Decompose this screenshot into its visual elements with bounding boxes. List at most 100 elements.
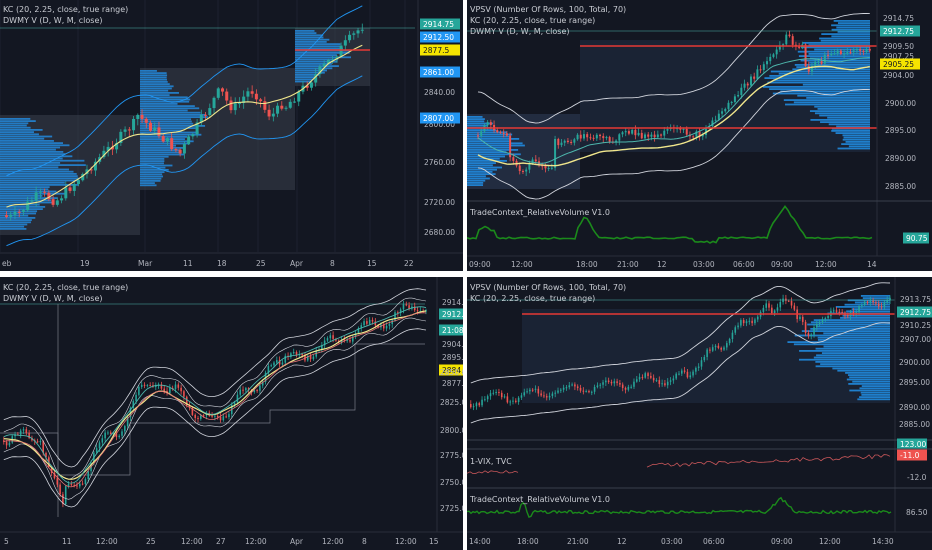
volume-profile-bar bbox=[467, 146, 510, 149]
volume-profile-bar bbox=[859, 387, 890, 390]
subpane-tag-bg bbox=[897, 449, 927, 461]
price-candle bbox=[278, 360, 281, 365]
price-candle bbox=[683, 370, 686, 372]
price-candle bbox=[586, 134, 589, 138]
price-candle bbox=[246, 91, 250, 97]
volume-profile-bar bbox=[0, 146, 61, 149]
price-candle bbox=[385, 325, 388, 329]
price-candle bbox=[153, 127, 157, 131]
volume-profile-bar bbox=[140, 164, 173, 167]
volume-profile-bar bbox=[0, 199, 52, 202]
price-candle bbox=[889, 297, 891, 301]
price-candle bbox=[284, 107, 288, 109]
volume-profile-bar bbox=[841, 143, 870, 145]
volume-profile-bar bbox=[798, 358, 890, 361]
price-candle bbox=[817, 61, 820, 63]
volume-profile-bar bbox=[140, 127, 196, 129]
price-candle bbox=[790, 300, 793, 306]
price-candle bbox=[109, 432, 112, 435]
price-candle bbox=[529, 389, 531, 392]
price-candle bbox=[229, 100, 233, 111]
x-tick-label: Apr bbox=[290, 259, 304, 268]
chart-pane-bottom-left[interactable]: 2914.50 2912.75 21:08 2904.75 2895.00 2884.75… bbox=[0, 277, 463, 550]
price-candle bbox=[868, 48, 871, 51]
price-candle bbox=[801, 316, 804, 322]
volume-profile-bar bbox=[140, 70, 157, 72]
x-tick-label: 5 bbox=[4, 537, 9, 546]
chart-pane-bottom-right[interactable]: 2913.75 2912.75 2910.25 2907.00 2900.00 2895.… bbox=[467, 277, 932, 550]
chart-pane-top-left[interactable]: 2840.00 2800.00 2760.00 2720.00 2680.00 2914.… bbox=[0, 0, 463, 271]
volume-profile-bar bbox=[295, 41, 327, 43]
price-candle bbox=[127, 129, 131, 131]
price-candle bbox=[816, 324, 818, 328]
x-tick-label: 25 bbox=[146, 537, 156, 546]
volume-profile-bar bbox=[0, 217, 36, 219]
chart-canvas-top-left[interactable]: 2840.00 2800.00 2760.00 2720.00 2680.00 2914.… bbox=[0, 0, 463, 271]
price-candle bbox=[697, 366, 700, 368]
price-candle bbox=[709, 349, 711, 351]
price-candle bbox=[89, 169, 93, 171]
price-candle bbox=[64, 187, 68, 199]
price-candle bbox=[195, 122, 199, 135]
price-tag: 2884.75 bbox=[442, 366, 463, 375]
price-candle bbox=[641, 377, 644, 379]
volume-profile-bar bbox=[295, 69, 327, 72]
price-candle bbox=[624, 387, 627, 390]
volume-profile-bar bbox=[140, 96, 188, 99]
price-tag-bg bbox=[880, 58, 920, 70]
subpane-tag-bg bbox=[897, 438, 927, 450]
price-candle bbox=[791, 36, 794, 45]
price-tag: 2914.75 bbox=[423, 20, 454, 29]
price-candle bbox=[723, 347, 725, 350]
volume-profile-bar bbox=[467, 177, 490, 180]
y-tick-label: 2680.00 bbox=[424, 228, 455, 237]
price-candle bbox=[123, 129, 127, 132]
price-candle bbox=[349, 340, 351, 342]
price-candle bbox=[68, 187, 72, 191]
teal-average-line bbox=[3, 306, 427, 484]
price-candle bbox=[76, 485, 78, 487]
price-candle bbox=[599, 384, 602, 386]
price-tag-bg bbox=[420, 112, 460, 124]
volume-profile-bar bbox=[140, 94, 170, 96]
volume-profile-bar bbox=[0, 153, 66, 155]
x-tick-label: 27 bbox=[216, 537, 226, 546]
price-candle bbox=[576, 134, 579, 140]
volume-profile-bar bbox=[0, 155, 73, 158]
y-tick-label: 2800.00 bbox=[424, 120, 455, 129]
price-candle bbox=[371, 319, 374, 322]
y-tick-label: 2800.00 bbox=[440, 426, 463, 435]
price-candle bbox=[391, 320, 394, 325]
kc-upper-band bbox=[6, 5, 363, 177]
volume-profile-bar bbox=[814, 112, 870, 115]
volume-profile-bar bbox=[0, 137, 45, 140]
relative-volume-tag: 86.50 bbox=[906, 508, 928, 517]
volume-profile-bar bbox=[820, 363, 890, 365]
price-candle bbox=[293, 101, 296, 103]
chart-pane-top-right[interactable]: 2914.75 2912.75 2909.50 2907.25 2905.25 2904.… bbox=[467, 0, 932, 271]
price-candle bbox=[188, 405, 191, 408]
volume-profile-bar bbox=[0, 197, 58, 199]
price-candle bbox=[53, 472, 56, 479]
legend-vpsv: VPSV (Number Of Rows, 100, Total, 70) bbox=[470, 283, 627, 292]
price-tag: 2907.25 bbox=[883, 52, 914, 61]
price-candle bbox=[170, 138, 174, 150]
chart-canvas-bottom-right[interactable]: 2913.75 2912.75 2910.25 2907.00 2900.00 2895.… bbox=[467, 277, 932, 550]
volume-profile-bar bbox=[0, 170, 74, 173]
volume-profile-bar bbox=[0, 151, 64, 153]
price-candle bbox=[821, 319, 824, 323]
price-candle bbox=[267, 109, 271, 117]
volume-profile-bar bbox=[0, 173, 77, 175]
volume-profile-bar bbox=[467, 182, 484, 184]
volume-profile-bar bbox=[140, 81, 168, 83]
chart-canvas-bottom-left[interactable]: 2914.50 2912.75 21:08 2904.75 2895.00 2884.75… bbox=[0, 277, 463, 550]
price-candle bbox=[242, 96, 246, 104]
price-candle bbox=[481, 399, 483, 406]
price-candle bbox=[256, 390, 258, 392]
volume-profile-bar bbox=[140, 116, 208, 118]
volume-profile-bar bbox=[770, 70, 870, 73]
volume-profile-bar bbox=[140, 160, 165, 162]
volume-profile-bar bbox=[467, 160, 507, 162]
y-tick-label: 2760.00 bbox=[424, 158, 455, 167]
